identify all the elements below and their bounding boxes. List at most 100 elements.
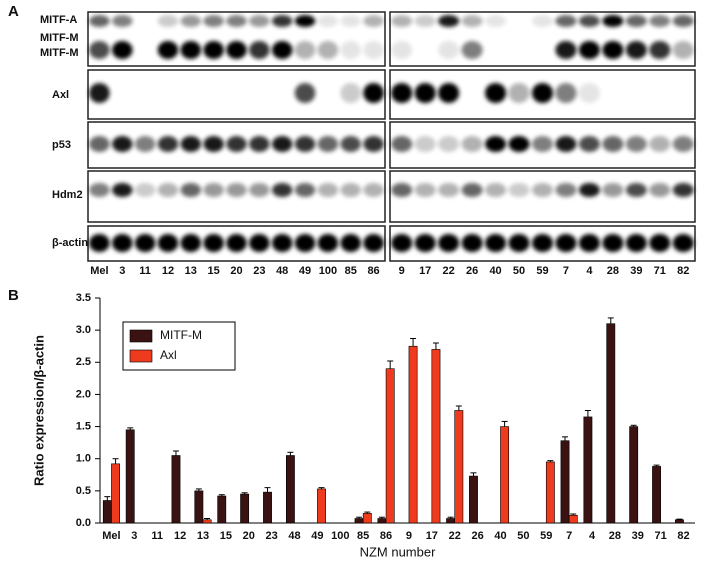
blot-band	[414, 183, 436, 197]
error-bar	[570, 513, 577, 516]
x-tick-label: 71	[655, 530, 667, 542]
blot-band	[625, 234, 647, 252]
blot-band	[649, 15, 671, 27]
blot-band	[111, 234, 133, 252]
x-tick-label: 4	[589, 530, 596, 542]
x-tick-label: 15	[220, 530, 232, 542]
blot-band	[438, 83, 460, 103]
bar	[202, 519, 212, 524]
blot-band	[578, 83, 600, 103]
blot-band	[340, 234, 362, 252]
blot-band	[249, 41, 270, 59]
blot-band	[340, 83, 362, 103]
blot-band	[625, 183, 647, 197]
row-label: MITF-M	[40, 47, 78, 59]
blot-band	[625, 136, 647, 152]
error-bar	[653, 464, 660, 467]
blot-band	[485, 234, 507, 252]
blot-band	[602, 234, 624, 252]
blot-band	[461, 136, 483, 152]
blot-band	[294, 183, 316, 197]
blot-band	[625, 15, 647, 27]
blot-band	[203, 234, 224, 252]
blot-band	[89, 83, 110, 103]
lane-label: 28	[607, 265, 619, 277]
bar	[285, 455, 295, 524]
error-bar	[204, 518, 211, 520]
lane-label: 26	[466, 265, 478, 277]
error-bar	[127, 427, 134, 430]
y-tick-label: 2.5	[76, 356, 91, 368]
row-label: Axl	[52, 89, 69, 101]
blot-band	[294, 136, 316, 152]
bar	[171, 455, 181, 524]
bar	[194, 490, 204, 524]
blot-band	[555, 15, 577, 27]
lane-label: 85	[345, 265, 357, 277]
error-bar	[676, 518, 683, 520]
blot-band	[414, 234, 436, 252]
blot-frame	[87, 69, 386, 120]
blot-band	[203, 41, 224, 59]
blot-band	[111, 41, 133, 59]
lane-label: 82	[677, 265, 689, 277]
y-tick-label: 0.0	[76, 517, 91, 529]
error-bar	[364, 511, 371, 514]
blot-band	[602, 136, 624, 152]
blot-band	[625, 41, 647, 59]
row-label: MITF-A	[40, 14, 77, 26]
x-tick-label: 7	[566, 530, 572, 542]
blot-band	[249, 183, 270, 197]
row-label: MITF-M	[40, 32, 78, 44]
lane-label: 39	[630, 265, 642, 277]
blot-band	[363, 83, 384, 103]
blot-band	[180, 136, 202, 152]
blot-band	[111, 15, 133, 27]
blot-band	[317, 41, 339, 59]
blot-band	[89, 41, 110, 59]
blot-band	[249, 234, 270, 252]
lane-label: Mel	[90, 265, 108, 277]
lane-label: 3	[119, 265, 125, 277]
blot-band	[89, 15, 110, 27]
blot-band	[391, 136, 413, 152]
blot-band	[649, 41, 671, 59]
bar	[102, 500, 112, 524]
error-bar	[607, 317, 614, 324]
blot-band	[294, 234, 316, 252]
blot-band	[391, 41, 413, 59]
blot-band	[391, 15, 413, 27]
blot-band	[672, 41, 694, 59]
error-bar	[470, 472, 477, 477]
blot-band	[578, 234, 600, 252]
blot-band	[508, 234, 530, 252]
blot-band	[180, 234, 202, 252]
error-bar	[547, 460, 554, 462]
blot-band	[461, 183, 483, 197]
lane-label: 100	[319, 265, 337, 277]
blot-band	[485, 15, 507, 27]
blot-band	[249, 136, 270, 152]
blot-band	[508, 136, 530, 152]
lane-label: 40	[489, 265, 501, 277]
legend: MITF-M Axl	[122, 321, 236, 371]
panel-label: B	[8, 287, 19, 304]
blot-band	[438, 136, 460, 152]
blot-band	[249, 15, 270, 27]
error-bar	[318, 487, 325, 489]
x-tick-label: 85	[357, 530, 369, 542]
blot-band	[438, 234, 460, 252]
blot-band	[578, 41, 600, 59]
lane-label: 50	[513, 265, 525, 277]
blot-band	[134, 234, 156, 252]
x-tick-label: 28	[609, 530, 621, 542]
blot-band	[180, 41, 202, 59]
blot-band	[672, 15, 694, 27]
x-tick-label: 22	[449, 530, 461, 542]
blot-band	[89, 183, 110, 197]
blot-band	[226, 136, 247, 152]
blot-band	[89, 234, 110, 252]
blot-band	[672, 183, 694, 197]
blot-band	[531, 83, 554, 103]
